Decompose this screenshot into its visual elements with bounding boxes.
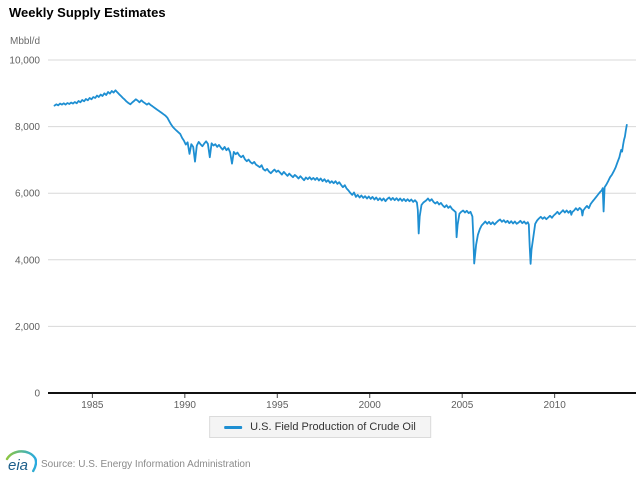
legend-label: U.S. Field Production of Crude Oil xyxy=(250,421,416,433)
series-line xyxy=(53,89,628,265)
eia-logo-text: eia xyxy=(8,457,28,474)
x-tick-label: 2005 xyxy=(451,400,474,411)
x-tick-label: 2010 xyxy=(544,400,567,411)
y-tick-label: 0 xyxy=(34,389,40,400)
eia-logo-swoosh xyxy=(5,450,37,473)
chart-title: Weekly Supply Estimates xyxy=(9,5,166,20)
x-tick-label: 1990 xyxy=(174,400,197,411)
legend[interactable]: U.S. Field Production of Crude Oil xyxy=(209,416,431,438)
y-tick-label: 10,000 xyxy=(9,56,40,67)
y-tick-label: 8,000 xyxy=(15,122,40,133)
x-tick-label: 1995 xyxy=(266,400,289,411)
eia-logo: eia xyxy=(5,450,37,474)
y-tick-label: 2,000 xyxy=(15,322,40,333)
x-tick-label: 1985 xyxy=(81,400,104,411)
y-tick-label: 4,000 xyxy=(15,255,40,266)
y-tick-label: 6,000 xyxy=(15,189,40,200)
x-tick-label: 2000 xyxy=(359,400,382,411)
y-axis-unit-label: Mbbl/d xyxy=(9,36,40,47)
legend-line-swatch xyxy=(224,425,243,429)
source-text: Source: U.S. Energy Information Administ… xyxy=(41,459,251,470)
